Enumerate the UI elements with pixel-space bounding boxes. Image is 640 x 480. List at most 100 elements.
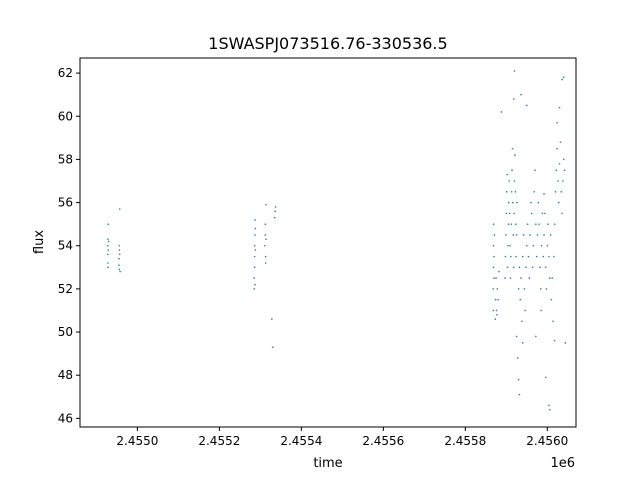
data-point-0-133 — [548, 255, 550, 258]
data-point-0-149 — [557, 201, 560, 204]
data-point-0-125 — [540, 309, 542, 312]
data-point-0-66 — [508, 212, 511, 215]
data-point-0-122 — [540, 244, 543, 247]
data-point-0-15 — [119, 270, 121, 273]
data-point-0-132 — [547, 223, 549, 225]
data-point-0-77 — [513, 212, 515, 215]
data-point-0-135 — [549, 234, 552, 236]
data-point-0-110 — [530, 212, 533, 215]
data-point-0-90 — [517, 288, 520, 290]
data-point-0-31 — [265, 203, 267, 206]
data-point-0-81 — [514, 223, 517, 225]
data-point-0-148 — [557, 180, 559, 182]
data-point-0-32 — [265, 238, 267, 241]
data-point-0-61 — [506, 266, 509, 269]
data-point-0-17 — [253, 277, 256, 279]
data-point-0-62 — [507, 244, 509, 247]
data-point-0-144 — [553, 223, 556, 225]
x-tick-label-3: 2.4556 — [362, 434, 404, 448]
x-axis-ticks: 2.4550 2.4552 2.4554 2.4556 2.4558 2.4560 — [116, 427, 568, 448]
data-point-0-25 — [254, 227, 257, 230]
data-point-0-19 — [253, 255, 256, 258]
data-point-0-107 — [528, 277, 531, 279]
data-point-0-6 — [107, 223, 110, 225]
data-point-0-142 — [552, 320, 554, 323]
data-point-0-161 — [562, 76, 565, 79]
data-point-0-160 — [561, 78, 563, 81]
data-point-0-21 — [254, 234, 256, 236]
data-point-0-91 — [518, 266, 521, 269]
data-point-0-92 — [519, 298, 522, 301]
chart-title: 1SWASPJ073516.76-330536.5 — [208, 34, 447, 53]
data-point-0-41 — [492, 244, 495, 247]
y-axis-ticks: 46 48 50 52 54 56 58 60 62 — [58, 66, 80, 425]
data-point-0-23 — [254, 283, 256, 286]
y-tick-label-8: 62 — [58, 66, 73, 80]
data-point-0-51 — [496, 288, 499, 290]
data-point-0-16 — [253, 288, 256, 290]
data-point-0-130 — [545, 288, 548, 290]
x-tick-label-4: 2.4558 — [444, 434, 486, 448]
data-point-0-45 — [493, 234, 496, 236]
data-point-0-123 — [541, 212, 544, 215]
data-point-0-126 — [542, 255, 545, 258]
data-point-0-44 — [493, 277, 495, 279]
data-point-0-115 — [535, 223, 537, 225]
data-point-0-97 — [523, 288, 526, 290]
data-point-0-117 — [536, 234, 539, 236]
data-point-0-157 — [553, 339, 556, 342]
data-point-0-36 — [274, 210, 276, 213]
data-point-0-26 — [264, 244, 266, 247]
data-point-0-37 — [274, 206, 277, 208]
data-point-0-154 — [562, 180, 564, 182]
data-point-0-8 — [118, 264, 120, 266]
data-point-0-129 — [544, 266, 547, 269]
data-point-0-71 — [510, 190, 513, 193]
data-point-0-68 — [509, 277, 512, 279]
data-point-0-87 — [515, 335, 518, 338]
data-point-0-58 — [505, 212, 508, 215]
x-tick-label-5: 2.4560 — [526, 434, 568, 448]
data-point-0-88 — [516, 357, 519, 359]
data-point-0-1 — [107, 253, 109, 256]
y-axis-label: flux — [32, 230, 47, 254]
data-point-0-43 — [493, 255, 495, 258]
data-point-0-48 — [495, 277, 497, 279]
y-tick-label-0: 46 — [58, 411, 73, 425]
data-point-0-145 — [554, 190, 557, 193]
data-point-0-114 — [534, 169, 536, 172]
data-point-0-84 — [516, 201, 518, 204]
data-point-0-76 — [512, 266, 515, 269]
data-point-0-64 — [507, 201, 510, 204]
data-point-0-49 — [495, 309, 498, 312]
data-point-0-27 — [264, 234, 267, 236]
data-point-0-101 — [521, 342, 524, 344]
data-points — [107, 70, 567, 411]
data-point-0-102 — [520, 93, 522, 96]
data-point-0-24 — [254, 249, 257, 251]
data-point-0-158 — [556, 121, 558, 124]
data-point-0-59 — [505, 190, 508, 193]
y-tick-label-4: 54 — [58, 239, 73, 253]
data-point-0-35 — [273, 216, 276, 219]
data-point-0-60 — [506, 173, 508, 176]
data-point-0-34 — [271, 346, 274, 348]
data-point-0-95 — [521, 255, 524, 258]
y-tick-label-7: 60 — [58, 109, 73, 123]
data-point-0-143 — [553, 255, 555, 258]
x-tick-label-2: 2.4554 — [280, 434, 322, 448]
data-point-0-118 — [537, 201, 540, 204]
data-point-0-89 — [517, 378, 520, 381]
data-point-0-63 — [507, 223, 510, 225]
data-point-0-42 — [492, 223, 495, 225]
data-point-0-80 — [514, 190, 517, 193]
data-point-0-116 — [535, 255, 538, 258]
data-point-0-53 — [498, 270, 500, 273]
y-tick-label-5: 56 — [58, 196, 73, 210]
data-point-0-124 — [535, 335, 537, 338]
x-axis-label: time — [313, 456, 342, 471]
data-point-0-67 — [509, 244, 511, 247]
data-point-0-100 — [518, 393, 521, 396]
data-point-0-153 — [561, 212, 563, 215]
